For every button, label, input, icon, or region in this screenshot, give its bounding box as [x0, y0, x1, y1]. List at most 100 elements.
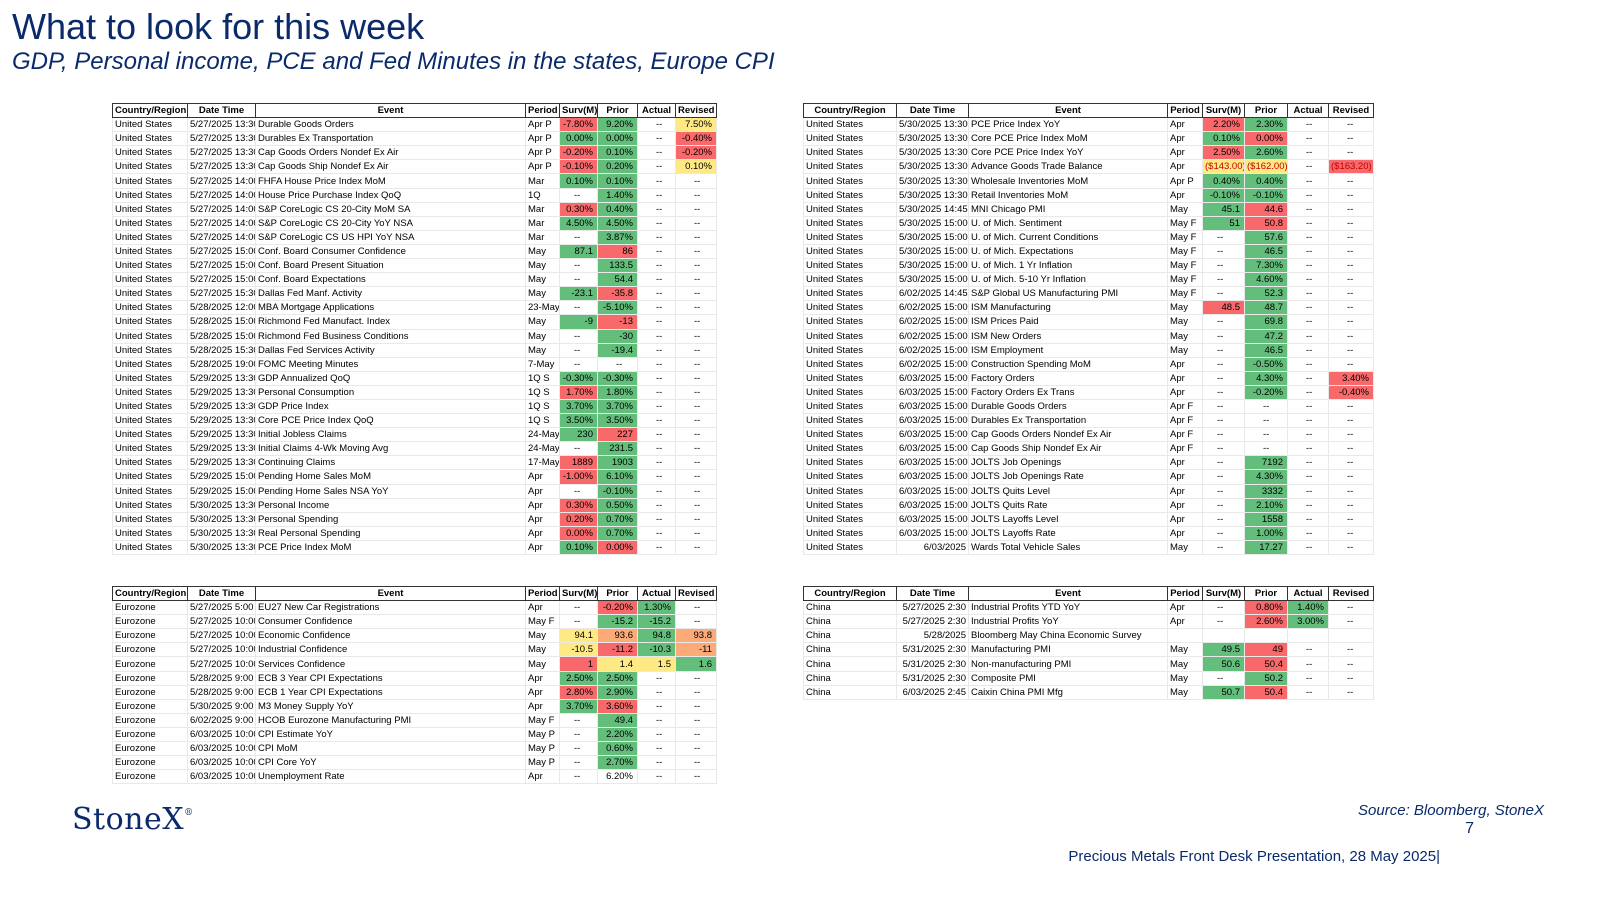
- period-cell: Mar: [525, 215, 560, 231]
- datetime-cell: 6/03/2025 10:00: [187, 769, 256, 785]
- country-cell: United States: [803, 145, 897, 161]
- actual-cell: --: [1287, 384, 1329, 400]
- column-header-prior: Prior: [597, 102, 638, 119]
- survey-cell: --: [1202, 483, 1245, 499]
- period-cell: Apr F: [1167, 413, 1203, 429]
- prior-cell: -0.10%: [597, 483, 638, 499]
- country-cell: United States: [803, 525, 897, 541]
- country-cell: United States: [803, 398, 897, 415]
- prior-cell: -11.2: [597, 642, 638, 658]
- survey-cell: 1.70%: [559, 384, 598, 400]
- period-cell: May: [1167, 684, 1203, 700]
- datetime-cell: 5/29/2025 13:30: [187, 427, 256, 443]
- event-cell: Factory Orders: [968, 370, 1168, 386]
- country-cell: United States: [803, 159, 897, 175]
- table-row: United States 5/30/2025 13:30 Core PCE Pri…: [803, 145, 1374, 161]
- datetime-cell: 5/27/2025 14:00: [187, 187, 256, 203]
- country-cell: United States: [803, 229, 897, 245]
- country-cell: United States: [803, 356, 897, 372]
- table-row: United States 5/30/2025 13:30 Real Persona…: [112, 525, 717, 541]
- actual-cell: --: [1287, 370, 1329, 386]
- table-row: United States 5/30/2025 15:00 U. of Mich. …: [803, 243, 1374, 260]
- datetime-cell: 5/27/2025 14:00: [187, 201, 256, 217]
- actual-cell: --: [637, 117, 676, 133]
- country-cell: United States: [803, 483, 897, 499]
- period-cell: Apr: [1167, 483, 1203, 499]
- survey-cell: [1202, 628, 1245, 644]
- survey-cell: --: [1202, 455, 1245, 471]
- event-cell: U. of Mich. 5-10 Yr Inflation: [968, 272, 1168, 288]
- revised-cell: --: [1328, 497, 1374, 513]
- table-row: United States 5/27/2025 15:30 Dallas Fed M…: [112, 286, 717, 302]
- event-cell: Composite PMI: [968, 670, 1168, 686]
- event-cell: Dallas Fed Services Activity: [255, 342, 526, 358]
- page-subtitle: GDP, Personal income, PCE and Fed Minute…: [12, 48, 775, 75]
- actual-cell: --: [637, 229, 676, 245]
- table-row: United States 5/30/2025 15:00 U. of Mich. …: [803, 229, 1374, 245]
- country-cell: United States: [112, 413, 188, 429]
- actual-cell: --: [1287, 131, 1329, 147]
- event-cell: Pending Home Sales MoM: [255, 469, 526, 485]
- event-cell: Wholesale Inventories MoM: [968, 173, 1168, 189]
- country-cell: United States: [112, 356, 188, 372]
- actual-cell: --: [637, 131, 676, 147]
- prior-cell: -30: [597, 328, 638, 344]
- period-cell: Apr: [1167, 131, 1203, 147]
- actual-cell: --: [1287, 173, 1329, 189]
- event-cell: Cap Goods Ship Nondef Ex Air: [968, 441, 1168, 457]
- datetime-cell: 5/30/2025 15:00: [896, 229, 969, 245]
- prior-cell: -5.10%: [597, 300, 638, 316]
- country-cell: United States: [112, 342, 188, 358]
- prior-cell: 47.2: [1244, 328, 1288, 344]
- actual-cell: --: [637, 342, 676, 358]
- survey-cell: 0.10%: [1202, 131, 1245, 147]
- table-row: United States 5/27/2025 14:00 S&P CoreLogi…: [112, 229, 717, 245]
- datetime-cell: 5/27/2025 10:00: [187, 642, 256, 658]
- survey-cell: -1.00%: [559, 469, 598, 485]
- column-header-datetime: Date Time: [187, 102, 256, 119]
- revised-cell: --: [675, 614, 717, 630]
- actual-cell: --: [1287, 145, 1329, 161]
- revised-cell: --: [675, 539, 717, 556]
- column-header-country: Country/Region: [112, 585, 188, 602]
- datetime-cell: 5/29/2025 15:00: [187, 483, 256, 499]
- datetime-cell: 5/27/2025 5:00: [187, 600, 256, 616]
- revised-cell: 93.8: [675, 628, 717, 644]
- survey-cell: 1889: [559, 455, 598, 471]
- source-note: Source: Bloomberg, StoneX: [1358, 802, 1544, 819]
- datetime-cell: 6/03/2025 15:00: [896, 455, 969, 471]
- prior-cell: 1903: [597, 455, 638, 471]
- table-row: United States 5/30/2025 13:30 Core PCE Pri…: [803, 131, 1374, 147]
- period-cell: 1Q: [525, 187, 560, 203]
- table-row: United States 5/28/2025 19:00 FOMC Meeting…: [112, 356, 717, 372]
- actual-cell: --: [637, 469, 676, 485]
- survey-cell: --: [1202, 286, 1245, 302]
- prior-cell: 49.4: [597, 712, 638, 728]
- period-cell: May: [1167, 328, 1203, 344]
- actual-cell: 1.30%: [637, 600, 676, 616]
- survey-cell: 0.30%: [559, 497, 598, 513]
- datetime-cell: 6/02/2025 15:00: [896, 314, 969, 330]
- prior-cell: 227: [597, 427, 638, 443]
- period-cell: Apr F: [1167, 398, 1203, 415]
- prior-cell: 0.40%: [597, 201, 638, 217]
- actual-cell: --: [1287, 670, 1329, 686]
- period-cell: 1Q S: [525, 398, 560, 415]
- country-cell: United States: [803, 117, 897, 133]
- event-cell: Durable Goods Orders: [255, 117, 526, 133]
- actual-cell: --: [1287, 159, 1329, 175]
- logo-registered-mark: ®: [184, 808, 194, 818]
- survey-cell: 51: [1202, 215, 1245, 231]
- revised-cell: --: [675, 398, 717, 415]
- table-row: Eurozone 5/27/2025 10:00 Industrial Confid…: [112, 642, 717, 658]
- event-cell: JOLTS Quits Level: [968, 483, 1168, 499]
- prior-cell: 7.30%: [1244, 258, 1288, 274]
- prior-cell: 0.50%: [597, 497, 638, 513]
- period-cell: May F: [1167, 229, 1203, 245]
- country-cell: United States: [112, 229, 188, 245]
- country-cell: United States: [112, 300, 188, 316]
- prior-cell: 50.8: [1244, 215, 1288, 231]
- table-row: United States 5/30/2025 13:30 PCE Price In…: [112, 539, 717, 556]
- survey-cell: -23.1: [559, 286, 598, 302]
- prior-cell: 1.4: [597, 656, 638, 672]
